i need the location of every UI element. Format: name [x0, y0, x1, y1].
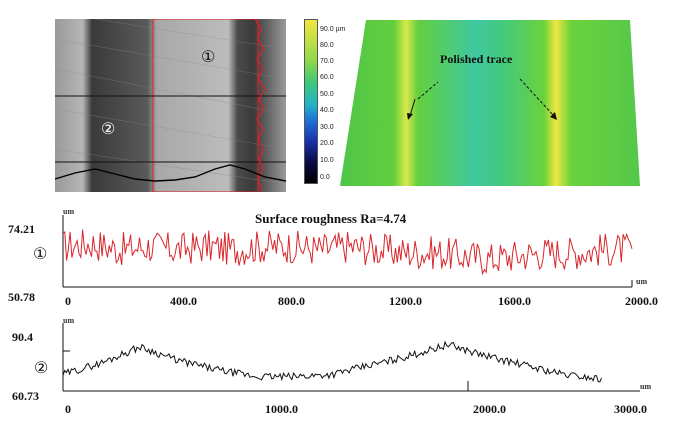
vertical-red-profile: [254, 19, 266, 192]
roughness-title: Surface roughness Ra=4.74: [255, 211, 407, 226]
scan-region-box: [152, 19, 259, 192]
profile-1-unit: um: [63, 207, 75, 216]
profile-2-ymin: 60.73: [12, 389, 39, 403]
scale-tick: 80.0: [320, 42, 334, 49]
heightmap-svg: [340, 20, 640, 186]
profile-1-marker: ①: [33, 246, 48, 263]
profile-2-xtick: 2000.0: [473, 402, 506, 416]
profile-1-x-unit: um: [636, 277, 648, 286]
profile-2-marker: ②: [34, 360, 49, 377]
marker-2-label: ②: [101, 121, 116, 138]
scale-tick: 50.0: [320, 91, 334, 98]
profile-1-xtick: 800.0: [278, 294, 305, 308]
annotation-arrowhead-right: [550, 112, 557, 120]
micrograph-svg: [55, 19, 286, 192]
profile-2-xtick: 3000.0: [614, 402, 647, 416]
scale-tick: 60.0: [320, 74, 334, 81]
micrograph-scratches: [55, 19, 286, 185]
profile-2-unit: um: [63, 316, 75, 325]
3d-height-map: Polished trace: [340, 14, 640, 192]
profile-1-xtick: 2000.0: [625, 294, 658, 308]
profile-1-xtick: 1200.0: [389, 294, 422, 308]
profile-2-chart: [62, 323, 640, 392]
profile-1-chart: [62, 215, 633, 288]
surface-micrograph: ① ②: [55, 19, 286, 192]
heightmap-surface: [340, 20, 640, 186]
profile-1-xtick: 0: [65, 294, 71, 308]
micrograph-background: [55, 19, 286, 192]
scale-tick: 0.0: [320, 174, 330, 181]
annotation-arrow-right: [519, 78, 555, 117]
profile-2-line: [62, 340, 602, 383]
scale-tick: 30.0: [320, 124, 334, 131]
scale-tick: 90.0 µm: [320, 26, 346, 33]
profile-1-xtick: 400.0: [170, 294, 197, 308]
profile-1-line: [62, 229, 633, 276]
polished-trace-label: Polished trace: [440, 52, 513, 66]
scale-tick: 20.0: [320, 140, 334, 147]
profile-2-ymax: 90.4: [12, 330, 33, 344]
profile-2-x-unit: um: [640, 382, 652, 391]
overlay-black-profile: [55, 164, 286, 182]
profile-1-xtick: 1600.0: [498, 294, 531, 308]
profile-1-ymin: 50.78: [8, 290, 35, 304]
scale-tick: 10.0: [320, 157, 334, 164]
marker-1-label: ①: [201, 49, 216, 66]
annotation-arrowhead-left: [407, 113, 413, 120]
profile-2-xtick: 0: [65, 402, 71, 416]
annotation-leader-left: [417, 81, 439, 100]
height-color-scale: [304, 19, 318, 184]
annotation-arrow-left: [409, 98, 416, 117]
profile-1-ymax: 74.21: [8, 222, 35, 236]
scale-tick: 40.0: [320, 107, 334, 114]
profile-2-xtick: 1000.0: [265, 402, 298, 416]
scale-tick: 70.0: [320, 58, 334, 65]
